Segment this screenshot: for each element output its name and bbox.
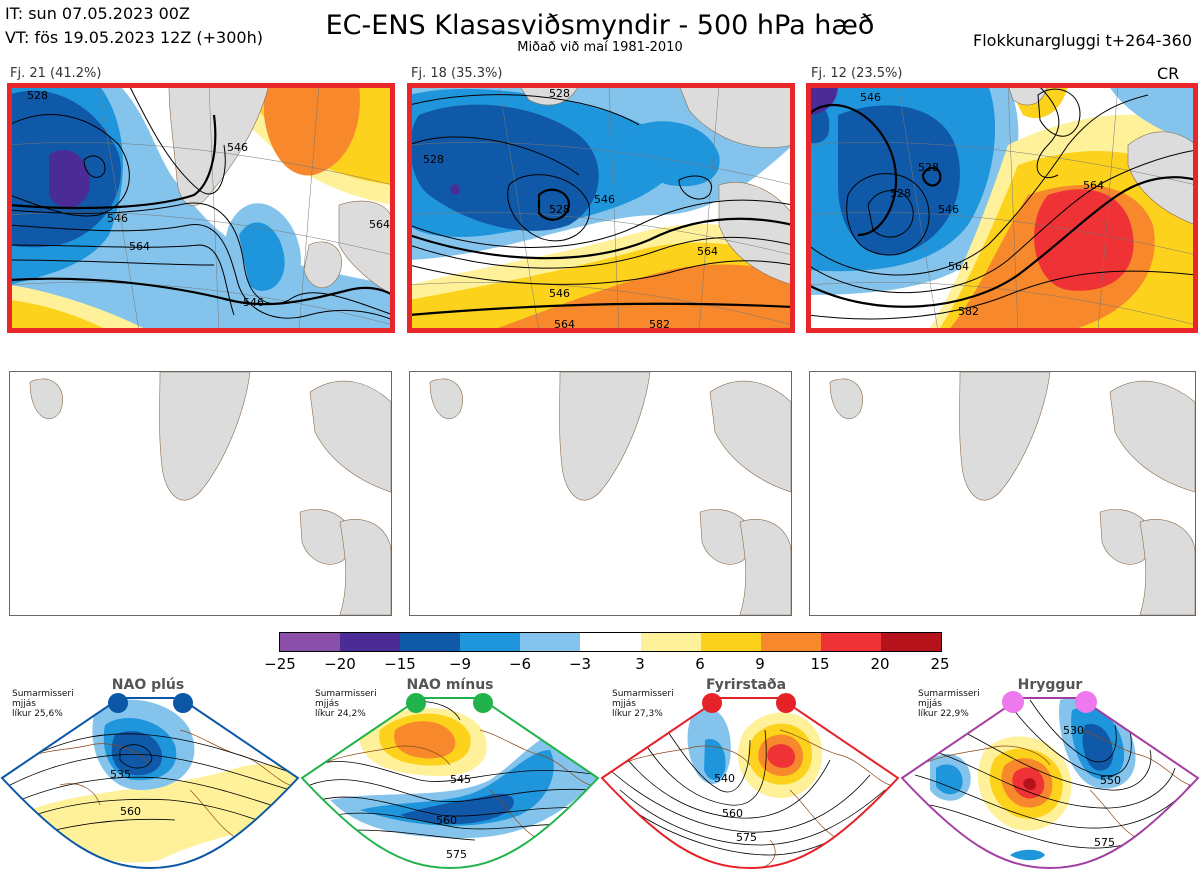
contour-label: 546 [860,91,881,104]
regime-meta-2: Sumarmisseri mjjás líkur 24,2% [315,689,377,719]
empty-map-2 [409,371,792,616]
regime-marker-dot [776,693,796,713]
contour-label: 528 [918,161,939,174]
colorbar-tick: −3 [568,655,592,673]
colorbar-swatch [400,633,461,651]
cluster-map-1[interactable]: 528 546 564 546 546 564 [7,83,395,333]
contour-label: 575 [446,848,467,861]
contour-label: 540 [714,772,735,785]
colorbar-swatch [700,633,761,651]
contour-label: 575 [1094,836,1115,849]
contour-label: 564 [554,318,575,331]
colorbar-swatch [340,633,401,651]
cluster-map-3-graphic: 546 528 528 546 564 564 582 [808,85,1196,331]
contour-label: 546 [549,287,570,300]
contour-label: 560 [722,807,743,820]
contour-label: 564 [129,240,150,253]
contour-label: 528 [423,153,444,166]
cluster-label-2: Fj. 18 (35.3%) [411,66,503,81]
contour-label: 528 [549,87,570,100]
valid-time: VT: fös 19.05.2023 12Z (+300h) [5,28,263,47]
colorbar-swatch [520,633,581,651]
colorbar-swatch [280,633,341,651]
regime-title-4: Hryggur [1017,677,1083,693]
cluster-label-1: Fj. 21 (41.2%) [10,66,102,81]
contour-label: 546 [227,141,248,154]
cluster-label-3: Fj. 12 (23.5%) [811,66,903,81]
regime-meta-3: Sumarmisseri mjjás líkur 27,3% [612,689,674,719]
cr-label: CR [1157,64,1180,83]
cluster-map-3[interactable]: 546 528 528 546 564 564 582 [806,83,1198,333]
empty-map-1 [9,371,392,616]
regime-title-3: Fyrirstaða [705,677,787,693]
empty-map-3 [809,371,1196,616]
contour-label: 582 [649,318,670,331]
contour-label: 575 [736,831,757,844]
contour-label: 560 [436,814,457,827]
contour-label: 564 [369,218,390,231]
colorbar-swatch [820,633,881,651]
colorbar-tick: 6 [695,655,705,673]
regime-marker-dot [108,693,128,713]
regime-map-4: 530 550 575 [900,697,1200,870]
contour-label: 528 [27,89,48,102]
colorbar-swatch [640,633,701,651]
regime-title-2: NAO mínus [406,677,494,693]
cluster-window: Flokkunargluggi t+264-360 [973,31,1192,50]
contour-label: 546 [107,212,128,225]
regime-marker-dot [406,693,426,713]
colorbar-tick: 15 [810,655,830,673]
contour-label: 546 [938,203,959,216]
contour-label: 560 [120,805,141,818]
colorbar-tick: 20 [870,655,890,673]
regime-meta-1: Sumarmisseri mjjás líkur 25,6% [12,689,74,719]
regime-title-1: NAO plús [111,677,185,693]
contour-label: 550 [1100,774,1121,787]
contour-label: 528 [549,203,570,216]
contour-label: 564 [1083,179,1104,192]
regime-marker-dot [1075,691,1097,713]
regime-marker-dot [173,693,193,713]
contour-label: 546 [243,296,264,309]
regime-marker-dot [702,693,722,713]
contour-label: 530 [1063,724,1084,737]
regime-marker-dot [473,693,493,713]
colorbar-tick: −9 [448,655,472,673]
page-title: EC-ENS Klasasviðsmyndir - 500 hPa hæð [325,10,875,41]
colorbar-swatch [580,633,641,651]
colorbar-swatch [460,633,521,651]
contour-label: 535 [110,768,131,781]
colorbar-tick: 9 [755,655,765,673]
contour-label: 546 [594,193,615,206]
contour-label: 528 [890,187,911,200]
regime-marker-dot [1002,691,1024,713]
regime-map-1: 535 560 [0,697,300,870]
contour-label: 545 [450,773,471,786]
regime-map-2: 545 560 575 [300,697,600,870]
colorbar-tick: −25 [264,655,296,673]
colorbar-tick: 3 [635,655,645,673]
initial-time: IT: sun 07.05.2023 00Z [5,4,190,23]
colorbar [279,632,942,652]
colorbar-tick: 25 [930,655,950,673]
cluster-map-1-graphic: 528 546 564 546 546 564 [9,85,393,331]
regime-map-3: 540 560 575 [600,697,900,870]
colorbar-swatch [760,633,821,651]
colorbar-swatch [880,633,942,651]
cluster-map-2[interactable]: 528 528 528 546 564 546 564 582 [407,83,795,333]
page-subtitle: Miðað við maí 1981-2010 [517,40,683,55]
colorbar-tick: −20 [324,655,356,673]
colorbar-tick: −6 [508,655,532,673]
colorbar-tick: −15 [384,655,416,673]
contour-label: 564 [948,260,969,273]
regime-meta-4: Sumarmisseri mjjás líkur 22,9% [918,689,980,719]
contour-label: 564 [697,245,718,258]
cluster-map-2-graphic: 528 528 528 546 564 546 564 582 [409,85,793,331]
contour-label: 582 [958,305,979,318]
